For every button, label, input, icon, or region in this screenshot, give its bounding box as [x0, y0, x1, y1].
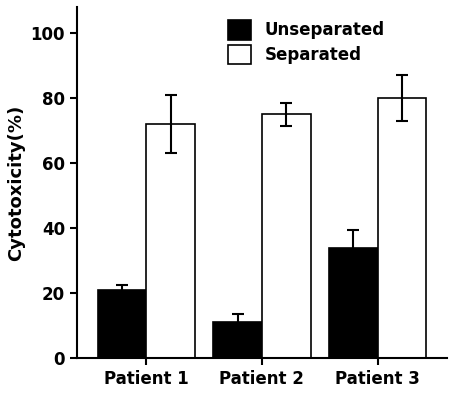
Bar [329, 248, 378, 358]
Y-axis label: Cytotoxicity(%): Cytotoxicity(%) [7, 104, 25, 261]
Legend: Unseparated, Separated: Unseparated, Separated [223, 15, 390, 69]
Bar [146, 124, 195, 358]
Bar [262, 114, 311, 358]
Bar [378, 98, 426, 358]
Bar [213, 322, 262, 358]
Bar [98, 290, 146, 358]
